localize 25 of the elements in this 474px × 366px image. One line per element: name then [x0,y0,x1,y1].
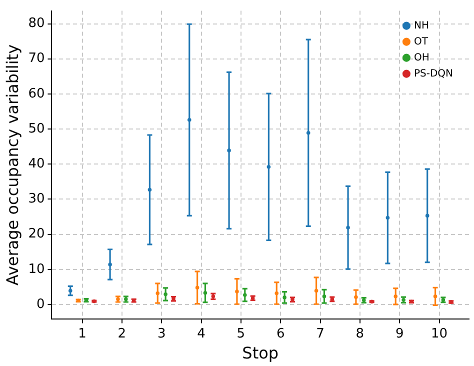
y-tick-label: 30 [28,192,45,207]
legend-label: OH [414,52,430,64]
x-tick-label: 5 [236,326,246,342]
y-axis-title: Average occupancy variability [2,44,22,286]
x-tick-label: 2 [118,326,126,342]
y-tick-label: 10 [28,262,45,277]
x-tick-label: 7 [316,326,324,342]
x-tick-label: 10 [430,326,448,342]
y-tick-label: 70 [28,51,45,66]
x-tick-label: 8 [356,326,364,342]
x-tick-label: 3 [157,326,166,342]
legend-label: NH [414,20,429,32]
legend-label: PS-DQN [414,68,454,80]
y-tick-label: 40 [28,156,45,172]
x-tick-label: 6 [276,326,285,342]
x-axis-title: Stop [242,344,279,363]
x-tick-label: 9 [395,326,404,342]
y-tick-label: 20 [28,226,45,242]
y-tick-label: 0 [36,296,45,312]
legend-label: OT [414,36,429,48]
y-tick-label: 50 [28,121,45,136]
y-tick-label: 80 [28,16,45,32]
x-tick-label: 1 [78,326,86,342]
y-tick-label: 60 [28,86,45,102]
x-tick-label: 4 [197,326,206,342]
